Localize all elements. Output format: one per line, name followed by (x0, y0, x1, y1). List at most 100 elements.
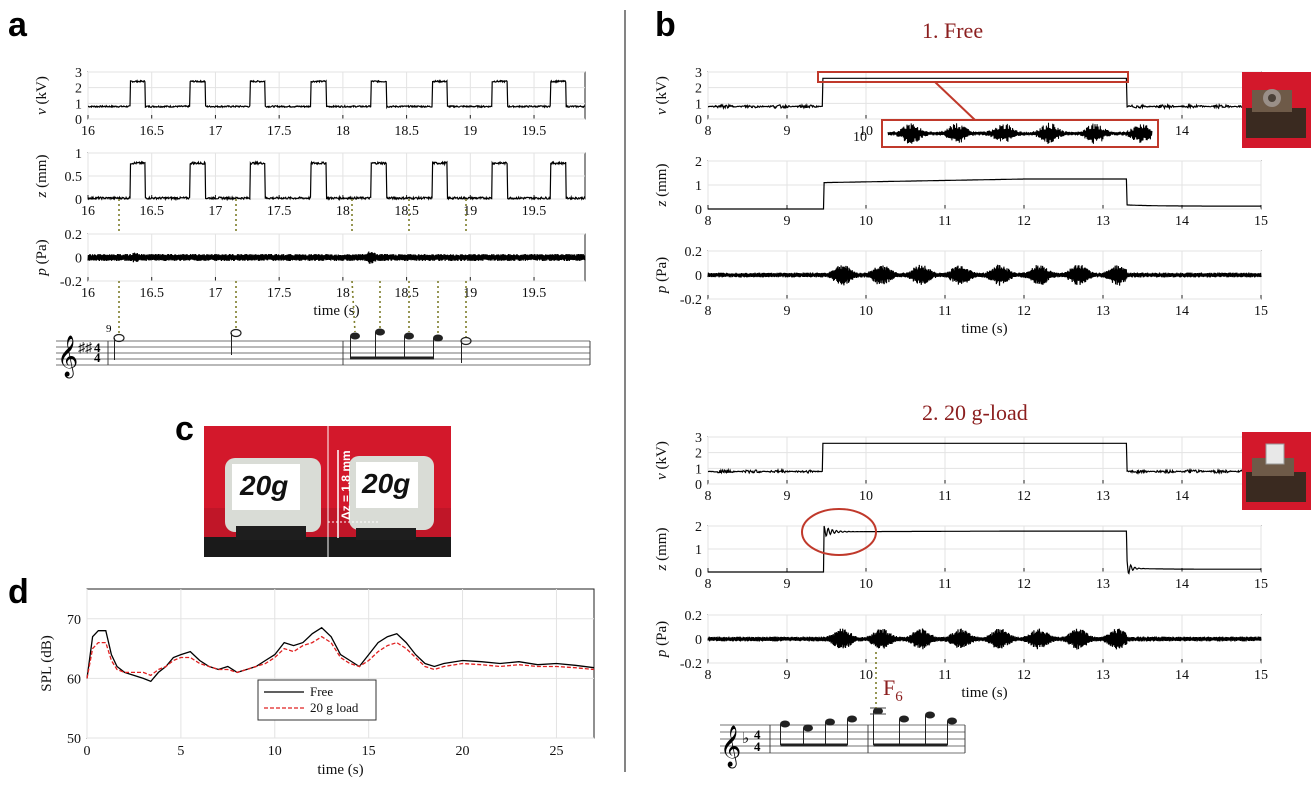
eighth-note (375, 328, 385, 336)
x-tick-label: 25 (549, 744, 563, 759)
sheet-music-b: 𝄞 ♭ 44 (720, 707, 966, 768)
panel-letter-b: b (655, 6, 676, 44)
eighth-note (873, 707, 883, 715)
series-trace-b1-p (707, 264, 1262, 286)
x-tick-label: 18.5 (394, 286, 419, 301)
eighth-note (847, 715, 857, 723)
series-line-20-g-load (86, 635, 595, 679)
y-tick-label: 0 (695, 269, 702, 284)
y-tick-label: -0.2 (60, 275, 82, 290)
legend-label: 20 g load (310, 700, 359, 715)
x-tick-label: 16 (81, 124, 95, 139)
weight-left (225, 458, 321, 540)
note-link (351, 280, 356, 333)
y-tick-label: 0 (75, 113, 82, 128)
panel-letter-d: d (8, 573, 29, 611)
eighth-note (947, 717, 957, 725)
x-tick-label: 19.5 (522, 286, 547, 301)
zoom-connector (934, 81, 976, 121)
series-trace-b2-z (708, 525, 1261, 575)
y-axis-label: p (Pa) (654, 621, 670, 658)
panel-letter-c: c (175, 410, 194, 448)
x-tick-label: 10 (859, 489, 873, 504)
x-tick-label: 19 (463, 204, 477, 219)
x-tick-label: 5 (177, 744, 184, 759)
x-tick-label: 8 (705, 214, 712, 229)
x-tick-label: 18 (336, 124, 350, 139)
y-axis-label: SPL (dB) (39, 635, 55, 692)
x-tick-label: 11 (938, 304, 951, 319)
x-tick-label: 9 (784, 214, 791, 229)
x-tick-label: 18 (336, 286, 350, 301)
y-tick-label: 3 (75, 66, 82, 81)
overshoot-highlight (801, 508, 877, 556)
y-tick-label: 0.5 (65, 170, 83, 185)
x-tick-label: 16 (81, 286, 95, 301)
x-tick-label: 15 (1254, 304, 1268, 319)
eighth-note (925, 711, 935, 719)
x-tick-label: 9 (784, 577, 791, 592)
y-axis-label: z (mm) (654, 164, 670, 208)
x-tick-label: 17 (208, 286, 222, 301)
zoom-annotation (817, 71, 1159, 148)
key-signature: ♭ (742, 731, 749, 747)
x-tick-label: 10 (859, 304, 873, 319)
f6-label: F6 (883, 675, 903, 705)
x-tick-label: 8 (705, 304, 712, 319)
x-tick-label: 20 (456, 744, 470, 759)
x-tick-label: 12 (1017, 489, 1031, 504)
series-trace-a-v (87, 79, 586, 110)
y-axis-label: v (kV) (34, 76, 50, 115)
y-tick-label: 0 (695, 633, 702, 648)
x-tick-label: 15 (362, 744, 376, 759)
x-tick-label: 17.5 (267, 286, 292, 301)
y-axis-label: v (kV) (654, 441, 670, 480)
x-tick-label: 12 (1017, 304, 1031, 319)
device-photo-loaded (1242, 432, 1311, 510)
y-tick-label: 2 (695, 520, 702, 535)
x-tick-label: 18.5 (394, 204, 419, 219)
plot-frame (707, 436, 1262, 485)
x-tick-label: 13 (1096, 214, 1110, 229)
load-photo: 20g 20g Δz = 1.8 mm (204, 426, 451, 557)
x-tick-label: 17 (208, 204, 222, 219)
x-tick-label: 10 (853, 130, 867, 145)
x-tick-label: 10 (859, 668, 873, 683)
x-tick-label: 18 (336, 204, 350, 219)
plot-frame (87, 71, 586, 120)
x-tick-label: 10 (859, 214, 873, 229)
time-signature: 4 (754, 739, 761, 754)
series-trace-b1-v (707, 77, 1262, 111)
x-axis-label: time (s) (317, 762, 363, 778)
series-trace-b1-z (708, 178, 1261, 210)
x-tick-label: 11 (938, 668, 951, 683)
dz-label: Δz = 1.8 mm (339, 450, 353, 520)
x-tick-label: 19 (463, 286, 477, 301)
y-tick-label: 1 (695, 179, 702, 194)
y-tick-label: 0.2 (65, 228, 83, 243)
device-photo-free (1242, 72, 1311, 148)
y-tick-label: 0 (695, 203, 702, 218)
x-tick-label: 8 (705, 124, 712, 139)
measure-number: 9 (106, 323, 112, 335)
time-signature: 4 (94, 350, 101, 365)
x-tick-label: 9 (784, 124, 791, 139)
x-tick-label: 18.5 (394, 124, 419, 139)
y-tick-label: -0.2 (680, 293, 702, 308)
chart-b2-pressure: 8 9 10 11 12 13 14 15 -0.2 0 0.2 p (Pa) time (s) (654, 609, 1268, 701)
weight-right (349, 456, 434, 540)
y-axis-label: p (Pa) (654, 257, 670, 294)
x-tick-label: 17.5 (267, 124, 292, 139)
x-tick-label: 8 (705, 489, 712, 504)
x-tick-label: 14 (1175, 668, 1189, 683)
eighth-note (899, 715, 909, 723)
x-tick-label: 19.5 (522, 204, 547, 219)
x-tick-label: 8 (705, 577, 712, 592)
series-trace-a-p (87, 251, 586, 264)
x-tick-label: 16 (81, 204, 95, 219)
x-tick-label: 12 (1017, 214, 1031, 229)
x-tick-label: 13 (1096, 577, 1110, 592)
